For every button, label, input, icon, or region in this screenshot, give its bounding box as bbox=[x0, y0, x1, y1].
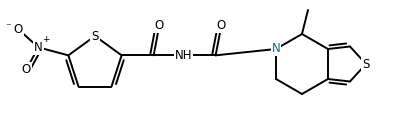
Text: O: O bbox=[14, 23, 23, 36]
Text: N: N bbox=[271, 43, 280, 55]
Text: NH: NH bbox=[175, 49, 193, 62]
Text: N: N bbox=[34, 41, 43, 54]
Text: S: S bbox=[91, 29, 98, 43]
Text: +: + bbox=[42, 35, 49, 44]
Text: O: O bbox=[22, 63, 31, 76]
Text: O: O bbox=[154, 19, 163, 32]
Text: ⁻: ⁻ bbox=[5, 22, 11, 32]
Text: S: S bbox=[362, 58, 370, 70]
Text: O: O bbox=[216, 19, 225, 32]
